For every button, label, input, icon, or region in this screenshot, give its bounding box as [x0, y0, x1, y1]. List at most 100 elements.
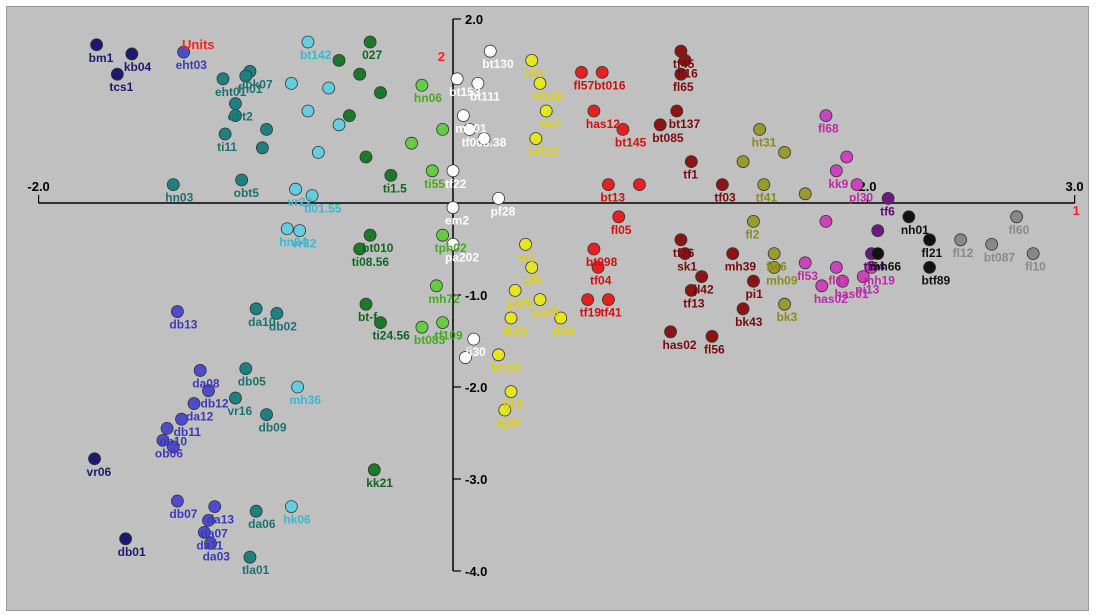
data-point — [684, 155, 698, 169]
data-point — [674, 67, 688, 81]
data-point — [674, 233, 688, 247]
chart-frame: -2.0 2.0 3.0 2.0 -1.0 -2.0 -3.0 -4.0 1 2 bm1 kb04 t… — [6, 6, 1089, 611]
data-label: pf29 — [507, 296, 532, 310]
data-point — [504, 311, 518, 325]
data-label: da06 — [248, 517, 276, 531]
data-point — [249, 504, 263, 518]
data-label: jl42 — [693, 283, 714, 297]
data-label: ht31 — [752, 135, 777, 149]
data-label: pl30 — [849, 191, 873, 205]
data-label: bt130 — [482, 57, 514, 71]
data-label: bt140 — [532, 89, 564, 103]
data-point — [229, 109, 242, 122]
data-point — [902, 210, 916, 224]
data-point — [492, 348, 505, 362]
data-point — [436, 123, 450, 136]
data-point — [815, 279, 829, 293]
data-label: fl57 — [573, 78, 594, 92]
data-label: bt111 — [470, 89, 500, 103]
data-point — [110, 67, 124, 81]
data-label: db11 — [174, 425, 202, 439]
data-point — [798, 187, 812, 201]
data-label: kb04 — [124, 60, 152, 74]
data-label: obt2 — [227, 110, 253, 124]
data-point — [270, 306, 284, 320]
data-point — [653, 118, 667, 132]
data-point — [695, 270, 709, 284]
scatter-chart: -2.0 2.0 3.02.0-1.0-2.0-3.0-4.012 bm1kb04t… — [7, 7, 1088, 610]
data-point — [363, 35, 377, 49]
data-point — [633, 178, 646, 192]
data-point — [359, 150, 373, 164]
data-point — [829, 260, 843, 274]
data-point — [459, 351, 472, 364]
data-point — [529, 132, 543, 146]
data-point — [684, 283, 698, 297]
data-label: ob06 — [155, 446, 183, 460]
data-label: fl68 — [818, 122, 839, 136]
data-label: fl10 — [1025, 260, 1046, 274]
data-label: tf54 — [864, 260, 886, 274]
data-label: lbk07 — [242, 77, 273, 91]
data-point — [757, 178, 771, 192]
data-point — [736, 302, 750, 316]
data-label: tf04 — [590, 273, 612, 287]
data-label: mc1 — [538, 117, 562, 131]
data-label: tf19 — [580, 306, 602, 320]
data-label: fl16 — [677, 66, 698, 80]
data-point — [415, 78, 429, 92]
data-point — [508, 283, 522, 297]
data-label: bt153 — [449, 85, 481, 99]
chart-title: Units — [182, 37, 215, 52]
data-label: tf22 — [445, 177, 467, 191]
data-point — [856, 270, 870, 284]
data-label: ti11 — [217, 140, 237, 154]
data-point — [726, 247, 740, 261]
data-label: bt010 — [362, 241, 394, 255]
data-label: bk3 — [777, 310, 798, 324]
data-point — [519, 237, 532, 251]
data-point — [602, 293, 615, 307]
data-point — [829, 164, 843, 178]
data-point — [525, 54, 539, 67]
data-point — [436, 316, 450, 330]
data-point — [202, 384, 215, 398]
data-label: bk43 — [735, 315, 763, 329]
data-point — [616, 123, 630, 136]
data-label: ti01.55 — [304, 202, 342, 216]
data-point — [446, 237, 460, 251]
data-point — [384, 168, 398, 182]
data-label: hn06 — [414, 91, 442, 105]
data-point — [581, 293, 595, 307]
data-point — [533, 293, 547, 307]
data-point — [229, 97, 242, 111]
data-point — [239, 69, 253, 83]
data-point — [166, 440, 180, 454]
data-points — [88, 35, 1040, 564]
data-point — [255, 141, 269, 155]
data-label: vr16 — [227, 404, 252, 418]
data-point — [492, 191, 505, 205]
data-label: bt098 — [586, 255, 618, 269]
data-label: tf26 — [673, 246, 695, 260]
data-point — [301, 104, 315, 118]
data-point — [249, 302, 263, 316]
data-label: db05 — [238, 375, 266, 389]
data-point — [125, 47, 139, 61]
data-label: has02 — [814, 292, 848, 306]
data-label: eht01 — [215, 85, 247, 99]
data-point — [197, 525, 211, 539]
data-label: tf97 — [524, 66, 546, 80]
data-point — [359, 297, 373, 311]
y-tick-label: 2.0 — [465, 12, 483, 27]
data-label: tf109 — [435, 329, 463, 343]
data-point — [446, 164, 460, 178]
data-label: hk06 — [283, 513, 311, 527]
data-point — [311, 145, 325, 159]
data-point — [612, 210, 626, 224]
data-label: fl13 — [828, 273, 849, 287]
data-label: pa202 — [445, 250, 479, 264]
data-point — [923, 233, 936, 247]
data-point — [850, 178, 864, 192]
data-point — [156, 433, 170, 447]
